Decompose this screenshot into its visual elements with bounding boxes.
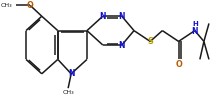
Text: S: S bbox=[147, 37, 153, 46]
Text: N: N bbox=[119, 12, 125, 21]
Text: N: N bbox=[100, 12, 106, 21]
Text: O: O bbox=[175, 60, 182, 69]
Text: CH₃: CH₃ bbox=[1, 3, 12, 8]
Text: N: N bbox=[192, 27, 198, 36]
Text: O: O bbox=[27, 1, 34, 10]
Text: CH₃: CH₃ bbox=[62, 90, 74, 95]
Text: N: N bbox=[119, 41, 125, 50]
Text: H: H bbox=[192, 21, 198, 27]
Text: N: N bbox=[68, 69, 74, 78]
